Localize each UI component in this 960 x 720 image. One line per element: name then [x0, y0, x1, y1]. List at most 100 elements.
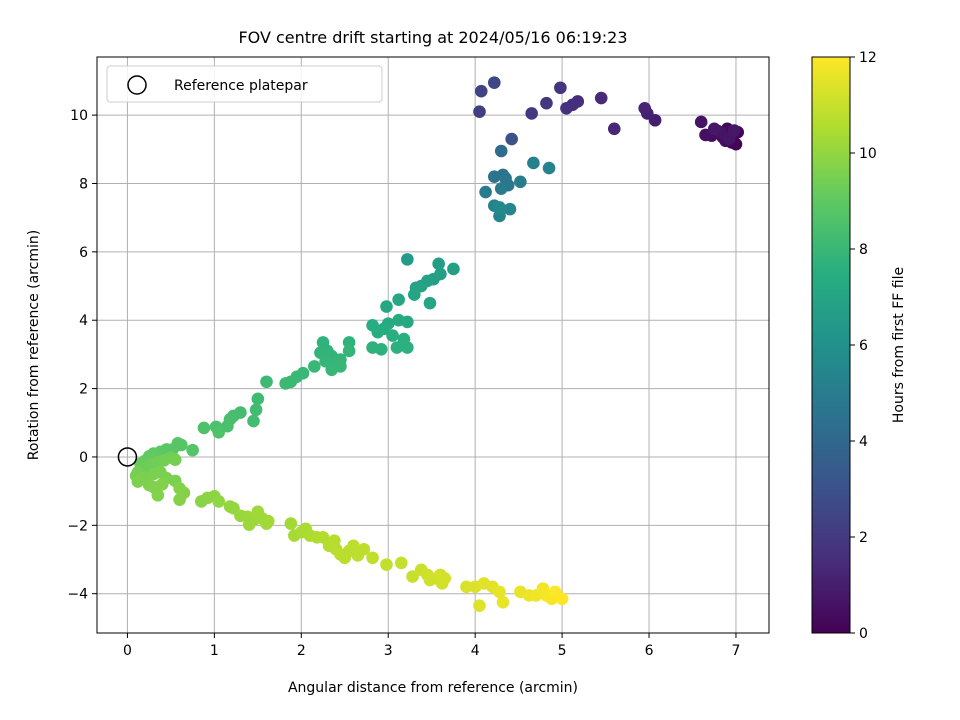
y-tick-label: 2 — [79, 382, 88, 398]
data-point — [555, 592, 569, 606]
data-point — [525, 107, 538, 120]
colorbar-ticks: 0 2 4 6 8 10 12 — [850, 50, 877, 642]
x-tick-label: 6 — [645, 643, 654, 659]
colorbar-tick-label: 0 — [859, 626, 868, 642]
data-point — [540, 96, 553, 110]
data-point — [554, 81, 567, 95]
x-tick-label: 5 — [558, 643, 567, 659]
plot-frame — [96, 56, 770, 634]
data-point — [357, 542, 371, 556]
colorbar-tick-label: 10 — [859, 146, 877, 162]
data-point — [505, 132, 518, 146]
data-point — [707, 122, 721, 136]
data-point — [197, 421, 211, 435]
data-point — [423, 296, 437, 310]
x-tick-label: 4 — [471, 643, 480, 659]
data-point — [394, 556, 408, 570]
data-point — [493, 585, 506, 599]
data-point — [212, 495, 226, 508]
legend: Reference platepar — [106, 65, 383, 103]
data-point — [131, 475, 145, 488]
data-point — [473, 599, 486, 612]
data-point — [242, 518, 256, 531]
data-point — [155, 477, 169, 491]
data-point — [260, 375, 273, 389]
data-point — [494, 144, 508, 158]
data-point — [386, 329, 399, 342]
data-point — [496, 595, 510, 609]
colorbar-gradient — [811, 56, 851, 634]
data-point — [638, 101, 651, 115]
data-point — [221, 419, 234, 433]
y-tick-label: 8 — [79, 176, 88, 192]
data-point — [408, 288, 421, 301]
colorbar-tick-label: 8 — [859, 242, 868, 258]
legend-entry-reference: Reference platepar — [174, 78, 308, 94]
data-point — [460, 580, 473, 594]
data-point — [366, 551, 379, 565]
data-point — [249, 403, 263, 417]
y-tick-label: 0 — [79, 450, 88, 466]
data-point — [247, 414, 260, 428]
data-point — [366, 341, 379, 354]
data-point — [447, 262, 460, 276]
data-point — [347, 539, 360, 553]
x-axis-ticks: 0 1 2 3 4 5 6 7 — [123, 633, 740, 659]
data-point — [279, 377, 292, 390]
y-axis-ticks: −4 −2 0 2 4 6 8 10 — [67, 108, 97, 603]
data-point — [503, 202, 517, 216]
data-point — [401, 253, 414, 266]
colorbar-tick-label: 4 — [859, 434, 868, 450]
legend-marker-icon — [127, 75, 147, 95]
data-point — [699, 128, 712, 142]
colorbar-tick-label: 12 — [859, 50, 877, 66]
data-point — [325, 363, 339, 377]
data-point — [607, 122, 621, 136]
data-point — [479, 185, 492, 199]
data-point — [542, 161, 556, 175]
data-point — [342, 344, 356, 358]
y-axis-label: Rotation from reference (arcmin) — [26, 230, 42, 460]
scatter-points — [129, 76, 745, 612]
data-point — [390, 341, 404, 354]
gridlines — [97, 57, 769, 633]
data-point — [151, 488, 165, 502]
colorbar-tick-label: 2 — [859, 530, 868, 546]
x-tick-label: 7 — [732, 643, 741, 659]
data-point — [594, 91, 608, 105]
y-tick-label: 10 — [70, 108, 88, 124]
reference-platepar-marker — [117, 447, 138, 467]
data-point — [261, 514, 275, 528]
data-point — [727, 124, 741, 137]
data-point — [177, 486, 191, 500]
colorbar-tick-label: 6 — [859, 338, 868, 354]
data-point — [251, 392, 265, 406]
data-point — [401, 341, 414, 354]
data-point — [494, 182, 508, 195]
data-point — [380, 300, 393, 313]
legend-box — [106, 65, 383, 103]
data-point — [694, 115, 708, 129]
chart-title: FOV centre drift starting at 2024/05/16 … — [238, 28, 627, 47]
x-axis-label: Angular distance from reference (arcmin) — [288, 680, 578, 696]
data-point — [371, 325, 385, 339]
x-tick-label: 0 — [123, 643, 132, 659]
data-point — [438, 572, 452, 585]
data-point — [168, 453, 182, 466]
data-point — [432, 257, 445, 271]
colorbar-label: Hours from first FF file — [891, 267, 907, 423]
x-tick-label: 1 — [210, 643, 219, 659]
data-point — [474, 84, 488, 98]
data-point — [527, 156, 540, 170]
data-point — [212, 426, 226, 439]
x-tick-label: 3 — [384, 643, 393, 659]
data-point — [473, 105, 486, 118]
y-tick-label: 4 — [79, 313, 88, 329]
data-point — [514, 175, 527, 189]
data-point — [392, 313, 405, 327]
y-tick-label: −2 — [67, 518, 88, 534]
data-point — [487, 76, 501, 89]
x-tick-label: 2 — [297, 643, 306, 659]
data-point — [392, 293, 405, 307]
